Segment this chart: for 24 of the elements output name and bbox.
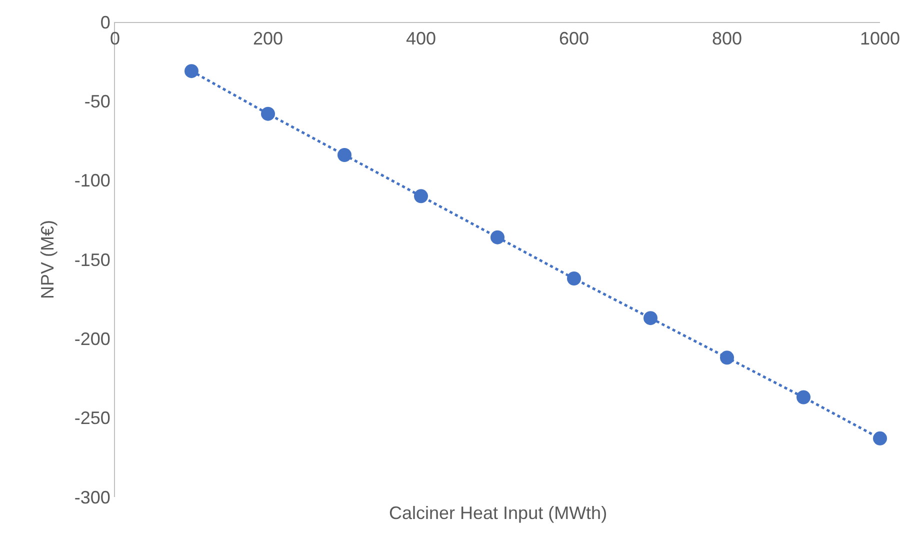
x-tick-label: 1000 [860, 28, 900, 49]
y-tick-label: -50 [84, 91, 110, 112]
point [490, 230, 504, 244]
x-tick-label: 200 [252, 28, 284, 49]
point [184, 64, 198, 78]
point [414, 189, 428, 204]
point [338, 148, 352, 162]
x-axis-title: Calciner Heat Input (MWth) [389, 503, 608, 523]
y-tick-label: 0 [100, 12, 110, 32]
y-tick-label: -150 [74, 250, 110, 270]
y-tick-label: -300 [74, 487, 110, 508]
x-tick-label: 600 [558, 28, 590, 49]
point [796, 390, 810, 404]
x-tick-label: 400 [406, 28, 436, 49]
y-tick-label: -100 [74, 170, 110, 191]
point [644, 311, 658, 326]
point [567, 272, 581, 286]
y-tick-label: -200 [74, 328, 110, 349]
y-axis-title: NPV (M€) [38, 220, 58, 300]
point [261, 106, 275, 121]
point [720, 350, 734, 365]
y-tick-label: -250 [74, 408, 110, 428]
point [873, 431, 887, 446]
x-tick-label: 800 [712, 28, 742, 49]
